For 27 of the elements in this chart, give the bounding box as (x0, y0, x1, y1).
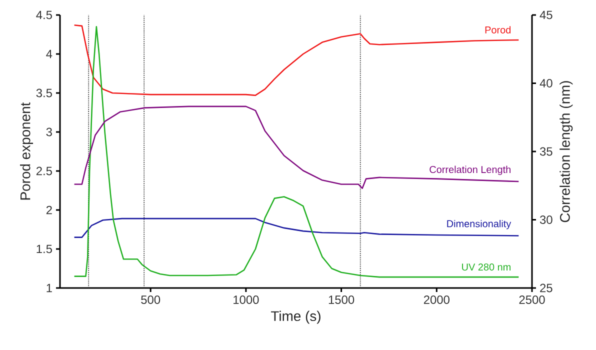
y-tick-label: 3 (46, 128, 52, 136)
x-tick-label: 500 (141, 296, 160, 304)
y2-tick-label: 25 (540, 284, 552, 292)
series-label: Correlation Length (430, 166, 510, 176)
series-label: UV 280 nm (462, 264, 510, 271)
y-axis-title: Porod exponent (20, 102, 34, 200)
y2-tick-label: 45 (540, 10, 552, 20)
y-tick-label: 1.5 (36, 244, 52, 254)
line-series (74, 26, 520, 278)
x-tick-label: 1500 (328, 296, 354, 304)
y-tick-label: 2.5 (36, 166, 52, 176)
y-tick-label: 4.5 (36, 10, 52, 20)
line-series (74, 106, 520, 189)
y2-axis-title: Correlation length (nm) (560, 81, 573, 222)
y2-tick-label: 35 (540, 147, 552, 156)
x-tick-label: 2000 (424, 296, 450, 304)
y-tick-label: 1 (46, 284, 52, 292)
y-tick-label: 2 (46, 206, 52, 214)
series-label: Dimensionality (447, 220, 512, 230)
y-tick-label: 3.5 (36, 88, 52, 98)
series-label: Porod (485, 26, 511, 34)
x-tick-label: 2500 (519, 296, 545, 304)
x-tick-label: 1000 (234, 296, 259, 304)
x-axis-title: Time (s) (271, 310, 320, 324)
y2-tick-label: 40 (540, 79, 552, 88)
y2-tick-label: 30 (540, 216, 552, 224)
y-tick-label: 4 (46, 50, 52, 58)
